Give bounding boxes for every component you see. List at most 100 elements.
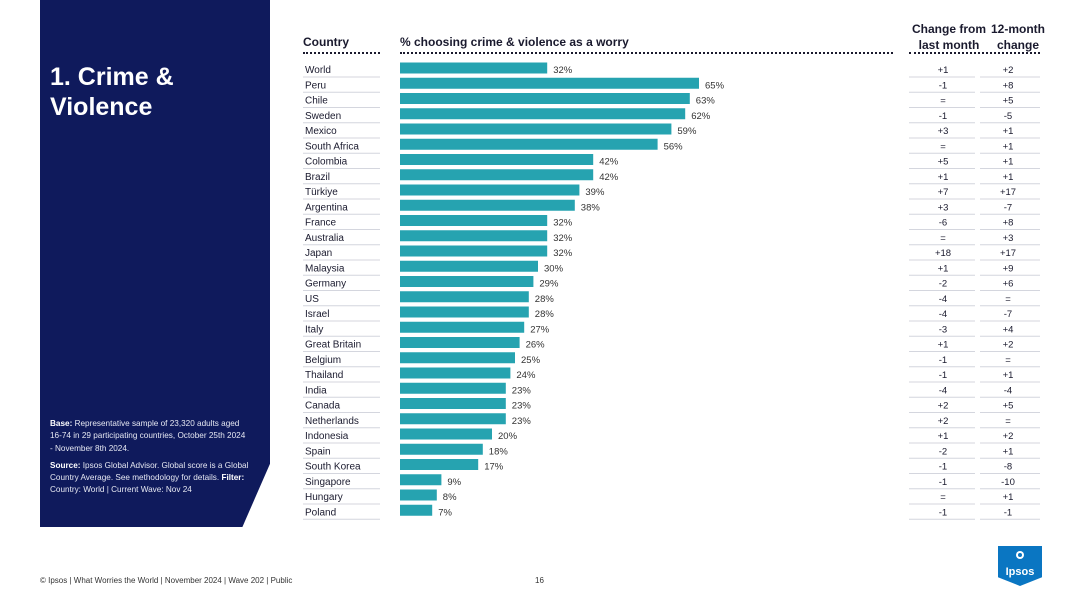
bar-value-label: 9%: [447, 477, 461, 488]
bar-value-label: 27%: [530, 324, 550, 335]
twelve-month-change-value: +17: [1000, 248, 1016, 259]
bar-value-label: 32%: [553, 233, 573, 244]
header-change-last-month: Change from last month: [909, 21, 989, 53]
country-label: Mexico: [305, 126, 337, 137]
source-text: Ipsos Global Advisor. Global score is a …: [50, 460, 249, 483]
change-last-month-value: +2: [938, 401, 949, 412]
bar-value-label: 25%: [521, 355, 541, 366]
twelve-month-change-value: +5: [1003, 96, 1014, 107]
bar: [400, 398, 506, 409]
bar-value-label: 59%: [677, 126, 697, 137]
change-last-month-value: +3: [938, 202, 949, 213]
bar: [400, 382, 506, 394]
filter-label: Filter:: [221, 473, 245, 483]
bar-value-label: 28%: [535, 294, 555, 305]
country-label: Italy: [305, 324, 323, 335]
country-label: Singapore: [305, 477, 351, 488]
twelve-month-change-value: +1: [1003, 126, 1014, 137]
country-label: Spain: [305, 446, 331, 457]
bar: [400, 245, 548, 257]
change-last-month-value: -2: [939, 279, 947, 290]
bar: [400, 291, 529, 303]
base-label: Base:: [50, 419, 73, 428]
bar: [400, 184, 580, 196]
filter-text: Country: World | Current Wave: Nov 24: [50, 485, 192, 495]
twelve-month-change-value: +3: [1003, 233, 1014, 244]
country-label: Sweden: [305, 111, 341, 122]
country-header-rule: [303, 52, 380, 54]
header-country: Country: [303, 35, 349, 49]
bar-value-label: 56%: [664, 141, 684, 152]
bar: [400, 321, 525, 333]
bar: [400, 260, 538, 272]
header-12-month-change: 12-month change: [988, 21, 1048, 53]
bar-value-label: 63%: [696, 96, 716, 107]
bar-value-label: 23%: [512, 385, 532, 396]
bar: [400, 199, 575, 211]
twelve-month-change-value: =: [1005, 294, 1011, 305]
logo-text: Ipsos: [1005, 566, 1035, 578]
bar: [400, 474, 442, 486]
change-last-month-value: =: [940, 141, 946, 152]
header-12m-line2: change: [996, 38, 1039, 52]
country-label: Japan: [305, 248, 332, 259]
country-label: South Korea: [305, 462, 361, 473]
twelve-month-change-value: +8: [1003, 80, 1014, 91]
twelve-month-change-value: -10: [1001, 477, 1015, 488]
bar: [400, 108, 686, 120]
header-12m-line1: 12-month: [991, 22, 1045, 36]
footer-text: © Ipsos | What Worries the World | Novem…: [40, 576, 293, 585]
twelve-month-change-value: +1: [1003, 446, 1014, 457]
bar: [400, 367, 511, 379]
change-last-month-value: +1: [938, 65, 949, 76]
bar: [400, 459, 479, 470]
country-label: Israel: [305, 309, 329, 320]
base-text: Representative sample of 23,320 adults a…: [50, 419, 246, 453]
twelve-month-change-value: +1: [1003, 172, 1014, 183]
country-label: Argentina: [305, 202, 348, 213]
header-change-line1: Change from: [911, 22, 986, 36]
twelve-month-change-value: +2: [1003, 431, 1014, 442]
change-last-month-value: -3: [939, 324, 947, 335]
country-label: US: [305, 294, 319, 305]
change-last-month-value: +1: [938, 431, 949, 442]
bar: [400, 77, 699, 89]
change-last-month-value: -1: [939, 462, 947, 473]
change-last-month-value: +18: [935, 248, 951, 259]
bar-value-label: 65%: [705, 80, 725, 91]
country-label: Indonesia: [305, 431, 349, 442]
bar: [400, 230, 548, 242]
bar: [400, 337, 520, 348]
change-last-month-value: +3: [938, 126, 949, 137]
change-last-month-value: =: [940, 492, 946, 503]
change-last-month-value: =: [940, 96, 946, 107]
twelve-month-change-value: -1: [1004, 507, 1012, 518]
change-last-month-value: +7: [938, 187, 949, 198]
twelve-month-change-value: -4: [1004, 385, 1012, 396]
bar-value-label: 28%: [535, 309, 555, 320]
bar: [400, 123, 672, 135]
twelve-month-change-value: +1: [1003, 370, 1014, 381]
change-last-month-value: +1: [938, 340, 949, 351]
country-label: Peru: [305, 80, 326, 91]
source-label: Source:: [50, 460, 81, 470]
twelve-month-change-value: +6: [1003, 279, 1014, 290]
country-label: Poland: [305, 507, 336, 518]
change-last-month-value: -4: [939, 385, 947, 396]
change-last-month-value: -1: [939, 507, 947, 518]
twelve-month-change-value: -7: [1004, 309, 1012, 320]
bar-value-label: 32%: [553, 218, 573, 229]
twelve-month-change-value: +2: [1003, 340, 1014, 351]
bar-chart: World 32% +1 +2 Peru 65% -1 +8 Chile 63% = +5 Sweden…: [303, 62, 1040, 520]
country-label: India: [305, 385, 327, 396]
twelve-month-change-value: +5: [1003, 401, 1014, 412]
country-label: Malaysia: [305, 263, 345, 274]
change-last-month-value: +1: [938, 172, 949, 183]
bar-value-label: 32%: [553, 65, 573, 76]
bar: [400, 413, 506, 425]
bar-value-label: 42%: [599, 172, 619, 183]
twelve-month-change-value: -5: [1004, 111, 1012, 122]
country-label: Chile: [305, 96, 328, 107]
bar-value-label: 39%: [585, 187, 605, 198]
bar-value-label: 8%: [443, 492, 457, 503]
